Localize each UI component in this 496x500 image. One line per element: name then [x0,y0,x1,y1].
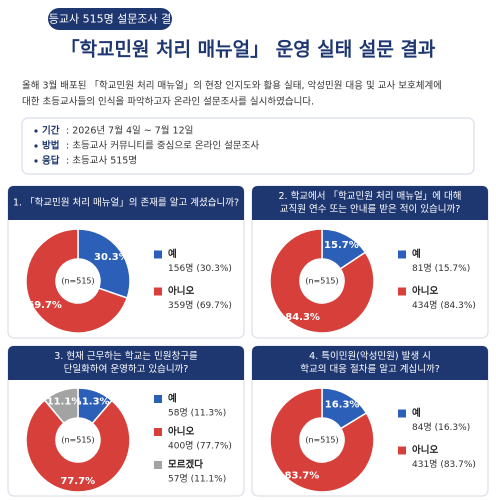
info-label: 방법 [42,140,59,152]
legend-swatch [398,250,406,259]
info-value: : 초등교사 515명 [66,156,137,167]
info-label: 기간 [42,125,60,137]
legend-swatch [154,287,162,296]
legend-swatch [154,250,162,259]
panel-header [252,186,488,220]
legend-name: 예 [168,248,177,260]
legend-swatch [398,287,406,296]
badge-bg [48,8,172,30]
donut-hole [57,419,99,461]
slice-label: 15.7% [324,240,359,251]
center-label: (n=515) [61,277,94,286]
title: 「학교민원 처리 매뉴얼」 운영 실태 설문 결과 [61,38,436,61]
legend-value: 57명 (11.1%) [168,474,226,485]
intro-line: 대한 초등교사들의 인식을 파악하고자 온라인 설문조사를 실시하였습니다. [22,96,314,108]
legend-value: 359명 (69.7%) [168,300,232,311]
legend-value: 81명 (15.7%) [412,263,470,274]
center-label: (n=515) [305,436,338,445]
info-box [21,117,475,175]
donut-hole [301,419,343,461]
slice [25,399,131,493]
bullet [34,129,38,133]
badge: 초등교사 515명 설문조사 결과 [39,13,182,26]
slice-label: 30.3% [94,252,129,263]
legend-name: 아니오 [412,285,438,297]
slice-label: 11.1% [47,396,82,407]
legend-name: 예 [412,407,421,419]
legend-value: 431명 (83.7%) [412,459,476,470]
question: 학교의 대응 절차를 알고 계십니까? [300,363,439,375]
legend-value: 156명 (30.3%) [168,263,232,274]
legend-name: 모르겠다 [168,459,203,471]
center-label: (n=515) [305,277,338,286]
question: 2. 학교에서 「학교민원 처리 매뉴얼」에 대해 [278,190,461,202]
info-value: : 초등교사 커뮤니티를 중심으로 온라인 설문조사 [66,141,259,152]
legend-value: 84명 (16.3%) [412,422,470,433]
question: 단일화하여 운영하고 있습니까? [64,363,189,375]
panel-header [8,186,244,220]
question: 교직원 연수 또는 안내를 받은 적이 있습니까? [280,203,460,215]
slice-label: 11.3% [75,397,110,408]
bullet [34,159,38,163]
question: 1. 「학교민원 처리 매뉴얼」의 존재를 알고 계셨습니까? [13,197,239,209]
info-label: 응답 [42,155,60,167]
info-value: : 2026년 7월 4일 ~ 7월 12일 [66,125,193,137]
slice [43,387,79,425]
slice [269,387,375,493]
legend-name: 아니오 [168,426,194,438]
legend-name: 예 [412,248,421,260]
legend-name: 아니오 [168,285,194,297]
question: 4. 특이민원(악성민원) 발생 시 [309,350,431,362]
bullet [34,144,38,148]
panel-header [8,346,244,380]
slice [77,228,131,299]
legend-swatch [398,446,406,455]
legend-value: 434명 (84.3%) [412,300,476,311]
legend-name: 예 [168,393,177,405]
legend-name: 아니오 [412,444,438,456]
question: 3. 현재 근무하는 학교는 민원창구를 [54,350,198,362]
intro-line: 올해 3월 배포된 「학교민원 처리 매뉴얼」의 현장 인지도와 활용 실태, … [22,80,442,92]
slice-label: 83.7% [285,471,320,482]
slice-label: 77.7% [60,476,95,487]
slice [269,228,375,334]
center-label: (n=515) [61,436,94,445]
donut-hole [57,260,99,302]
slice [25,228,129,334]
legend-swatch [154,428,162,436]
panel-header [252,346,488,380]
legend-swatch [154,461,162,469]
legend-value: 58명 (11.3%) [168,408,226,419]
donut-hole [301,260,343,302]
legend-value: 400명 (77.7%) [168,441,232,452]
slice-label: 84.3% [285,312,320,323]
legend-swatch [398,409,406,418]
legend-swatch [154,395,162,403]
slice-label: 69.7% [27,300,62,311]
slice-label: 16.3% [325,399,360,410]
